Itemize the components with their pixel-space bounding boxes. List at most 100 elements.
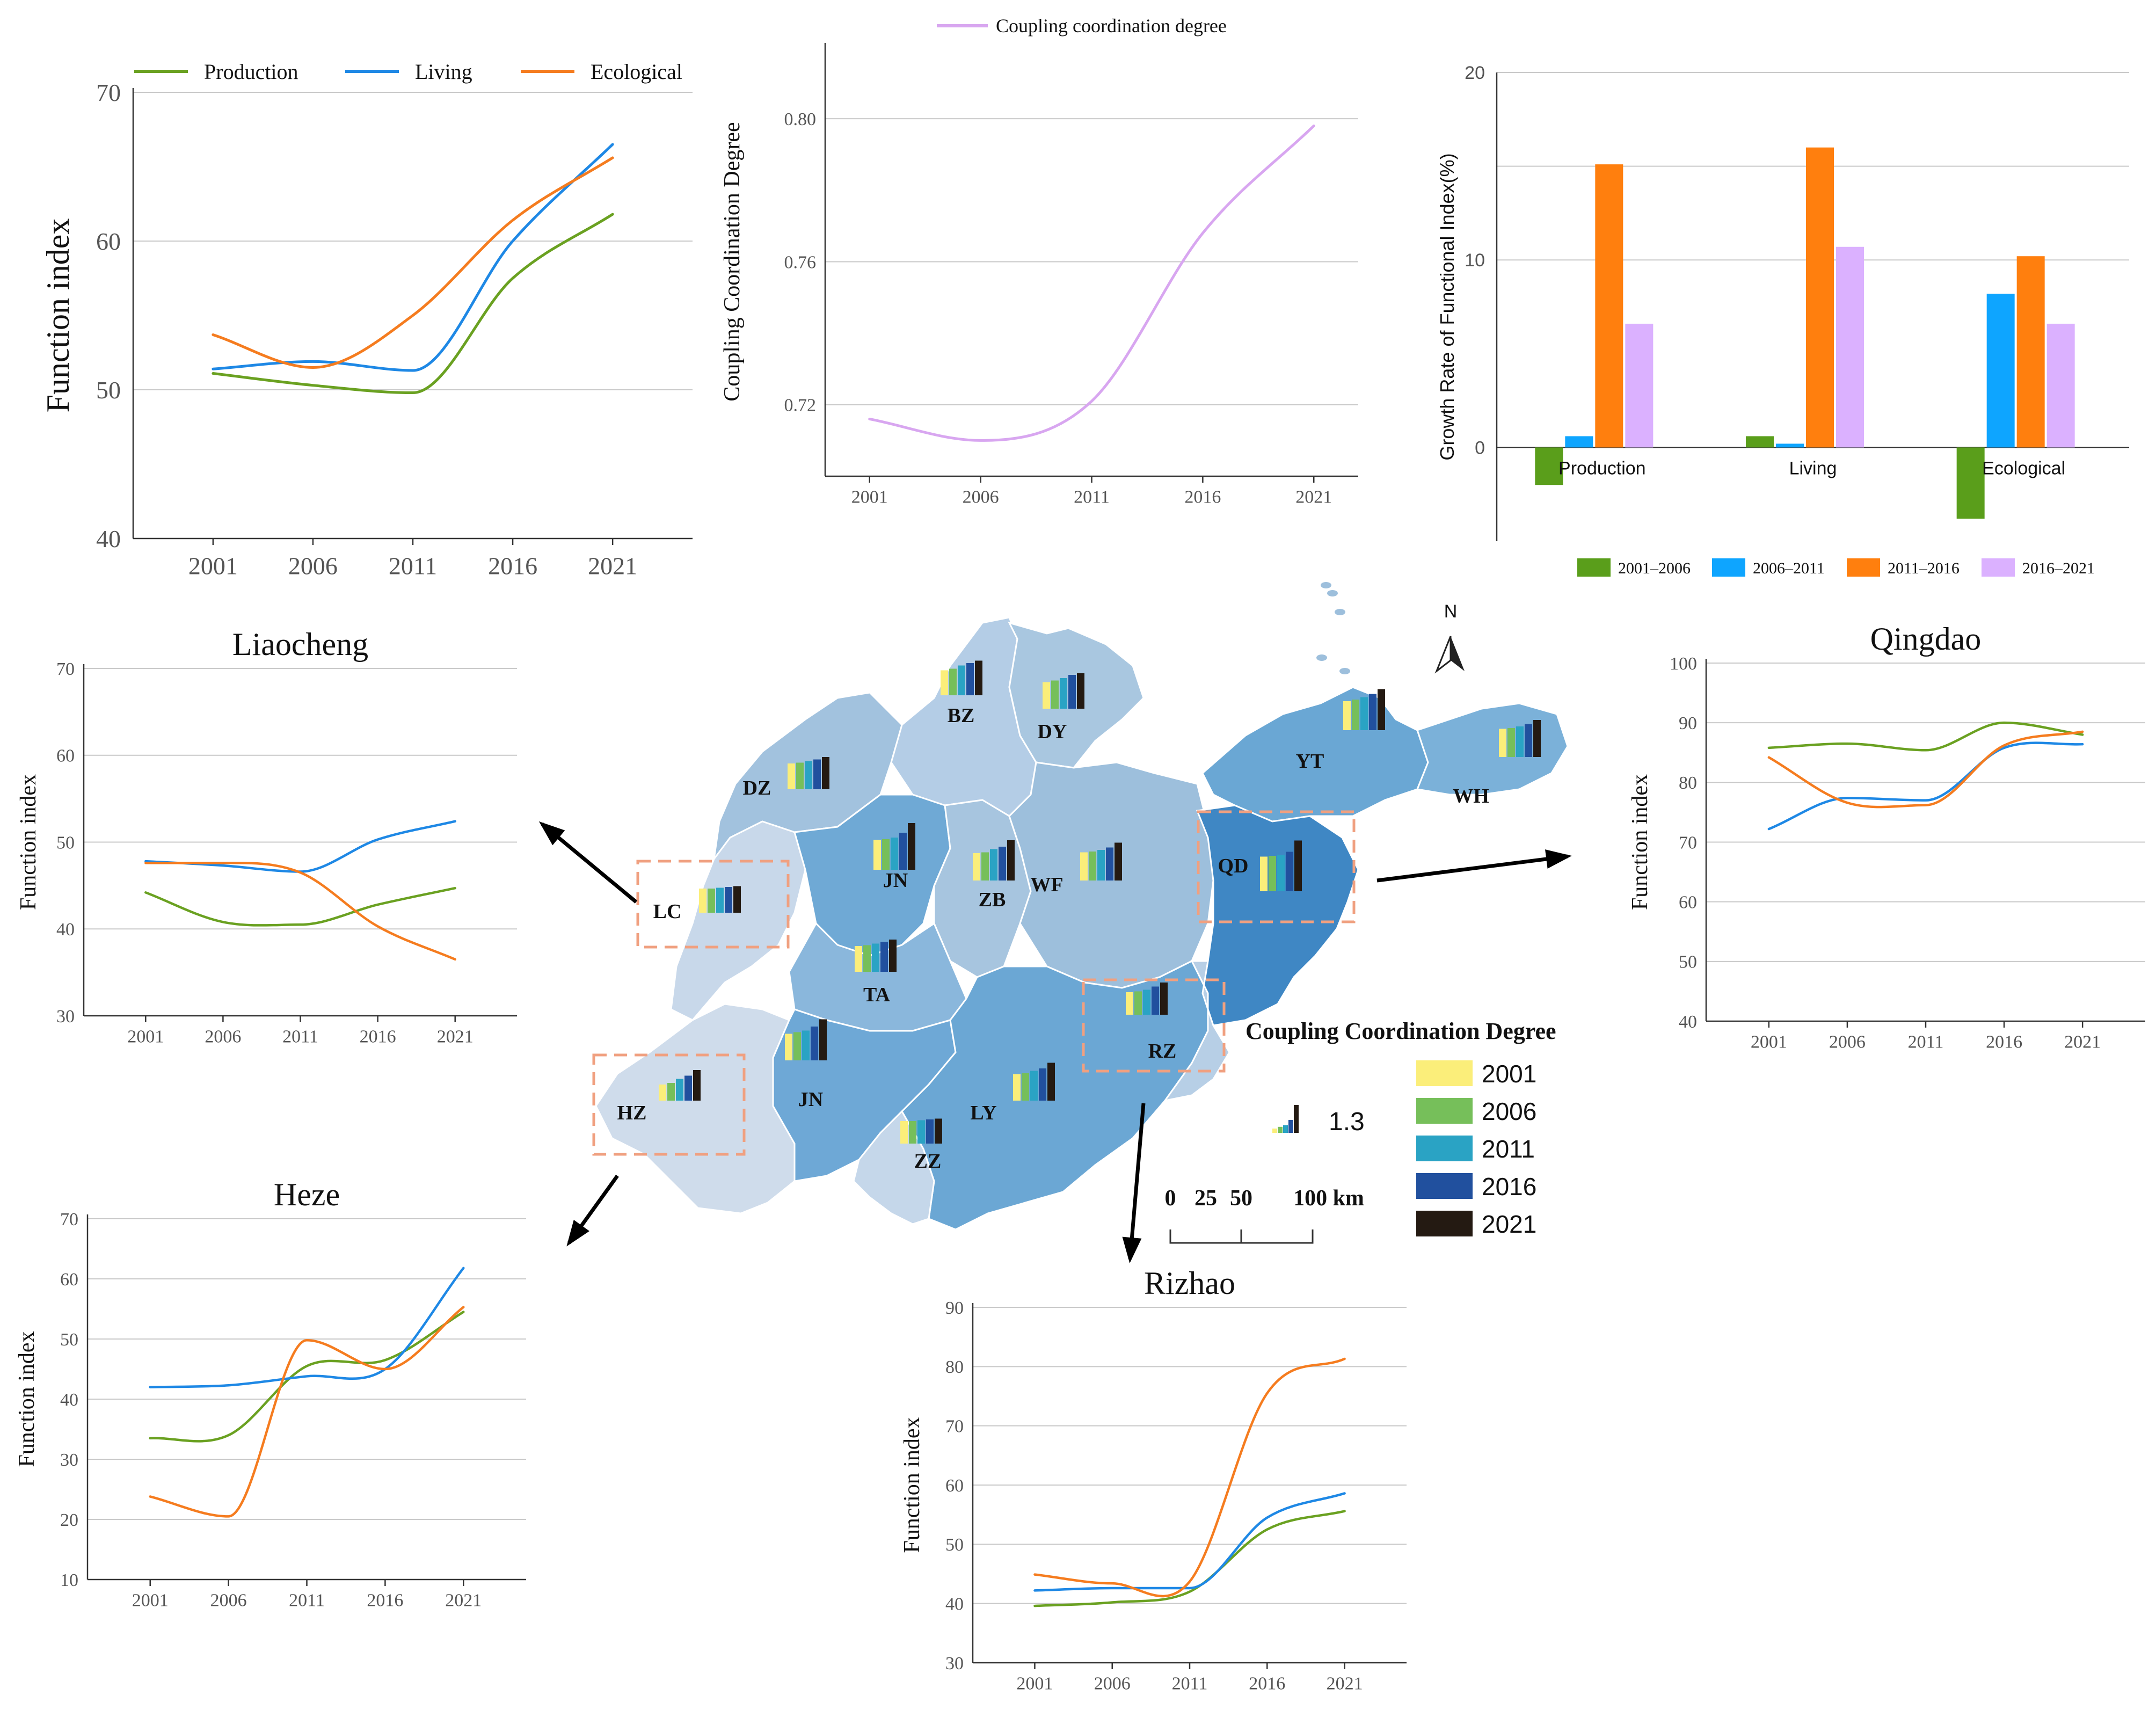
map-region-wh xyxy=(1416,702,1569,796)
series-line-ecological xyxy=(1033,1357,1346,1598)
pointer-arrowhead-icon xyxy=(1122,1236,1142,1263)
city-bar xyxy=(1525,724,1532,757)
legend-label-coupling: Coupling coordination degree xyxy=(996,15,1227,37)
city-bar xyxy=(1115,842,1122,881)
city-bar xyxy=(1013,1074,1021,1101)
legend-swatch-g2001_2006 xyxy=(1577,558,1611,577)
x-tick-label: 2016 xyxy=(1184,487,1221,507)
city-bar xyxy=(973,853,980,881)
city-label: ZZ xyxy=(914,1150,942,1173)
city-bar xyxy=(1533,720,1541,757)
bar-g2006_2011 xyxy=(1776,443,1804,448)
city-bar xyxy=(981,852,989,881)
city-label: DY xyxy=(1038,721,1067,743)
city-hz: HZ xyxy=(617,1070,701,1124)
x-tick-label: 2016 xyxy=(488,552,537,580)
y-tick-label: 50 xyxy=(1679,952,1697,972)
city-bar xyxy=(693,1070,701,1101)
city-bar xyxy=(699,889,706,913)
highlight-box xyxy=(636,860,790,949)
city-bar xyxy=(805,761,812,789)
city-bar xyxy=(1378,689,1385,730)
city-lc: LC xyxy=(653,886,741,923)
city-label: LC xyxy=(653,900,682,923)
x-tick-label: 2006 xyxy=(210,1590,247,1610)
pointer-arrowhead-icon xyxy=(538,821,565,846)
y-tick-label: 50 xyxy=(96,376,121,404)
y-tick-label: 10 xyxy=(60,1570,78,1590)
y-tick-label: 60 xyxy=(945,1476,964,1496)
legend-swatch-g2011_2016 xyxy=(1847,558,1880,577)
city-jn: JN xyxy=(785,1019,827,1111)
size-reference-bar xyxy=(1278,1126,1283,1133)
map-island xyxy=(1339,668,1350,674)
map-region-qd xyxy=(1196,804,1359,1027)
legend-swatch-g2016_2021 xyxy=(1982,558,2015,577)
highlight-box xyxy=(592,1053,746,1156)
legend-label-g2006_2011: 2006–2011 xyxy=(1753,559,1825,577)
city-bar xyxy=(908,823,915,870)
legend-label-production: Production xyxy=(204,60,298,84)
city-bar xyxy=(1260,856,1268,891)
x-tick-label: 2021 xyxy=(1295,487,1332,507)
city-bar xyxy=(941,670,948,695)
city-bar xyxy=(882,839,890,870)
y-axis-label: Function index xyxy=(900,1417,924,1553)
y-tick-label: 70 xyxy=(56,659,75,679)
y-tick-label: 60 xyxy=(96,228,121,255)
city-bar xyxy=(788,763,795,789)
map-region-rz xyxy=(1163,960,1230,1102)
y-tick-label: 40 xyxy=(56,920,75,940)
city-dy: DY xyxy=(1038,673,1084,743)
y-tick-label: 40 xyxy=(96,525,121,552)
series-line-ecological xyxy=(212,156,614,369)
city-bar xyxy=(917,1120,925,1144)
city-bar xyxy=(725,887,732,913)
city-bar xyxy=(1097,850,1105,881)
city-bar xyxy=(1352,700,1359,730)
size-reference-label: 1.3 xyxy=(1329,1108,1365,1136)
year-legend-label: 2011 xyxy=(1482,1135,1535,1163)
city-bar xyxy=(966,663,974,695)
y-tick-label: 90 xyxy=(1679,714,1697,733)
y-tick-label: 30 xyxy=(56,1007,75,1027)
y-tick-label: 70 xyxy=(60,1210,78,1229)
city-bar xyxy=(891,838,898,870)
x-tick-label: 2006 xyxy=(963,487,999,507)
y-tick-label: 60 xyxy=(60,1270,78,1290)
y-tick-label: 40 xyxy=(1679,1012,1697,1032)
size-reference-bar xyxy=(1294,1105,1299,1133)
city-bar xyxy=(926,1119,934,1144)
year-legend-label: 2016 xyxy=(1482,1173,1536,1200)
x-tick-label: 2011 xyxy=(1074,487,1110,507)
city-bar xyxy=(1294,840,1302,891)
map-legend-title: Coupling Coordination Degree xyxy=(1245,1018,1556,1044)
x-tick-label: 2021 xyxy=(437,1027,474,1046)
north-label: N xyxy=(1444,601,1458,622)
bar-g2006_2011 xyxy=(1565,436,1593,448)
chart-growth: 0 10 20 Production Living Ecological Growth Ra… xyxy=(1436,63,2129,577)
y-tick-label: 70 xyxy=(96,79,121,106)
city-bar xyxy=(873,840,881,870)
legend-label-living: Living xyxy=(415,60,472,84)
x-tick-label: 2016 xyxy=(367,1590,403,1610)
city-ta: TA xyxy=(855,940,897,1006)
x-tick-label: 2001 xyxy=(132,1590,169,1610)
city-bar xyxy=(785,1034,792,1060)
x-tick-label: 2006 xyxy=(1829,1032,1866,1052)
city-bar xyxy=(716,887,724,913)
y-tick-label: 80 xyxy=(1679,773,1697,793)
map-island xyxy=(1327,590,1338,596)
city-label: WH xyxy=(1453,785,1489,807)
chart-main: 40 50 60 70 2001 2006 2011 2016 2021 Function ind… xyxy=(40,60,693,580)
city-bar xyxy=(1134,991,1142,1015)
city-bar xyxy=(949,668,957,695)
x-tick-label: 2006 xyxy=(1094,1673,1131,1693)
x-tick-label: 2016 xyxy=(1986,1032,2022,1052)
x-tick-label: 2011 xyxy=(282,1027,318,1046)
city-bar xyxy=(935,1118,942,1144)
city-bar xyxy=(1360,697,1368,730)
city-label: HZ xyxy=(617,1102,647,1124)
north-arrow-half xyxy=(1434,636,1452,674)
y-tick-label: 70 xyxy=(1679,833,1697,853)
